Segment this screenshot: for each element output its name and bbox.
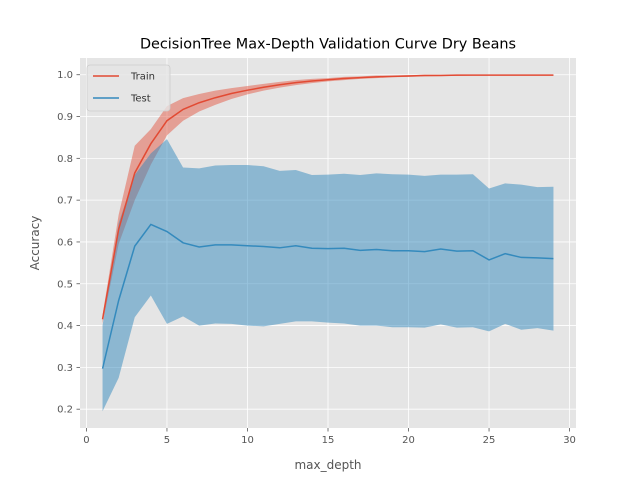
y-tick-label: 0.5 [57,279,73,290]
x-tick-label: 15 [322,435,335,446]
confidence-bands [102,74,554,412]
x-axis-ticks: 0 5 10 15 20 25 30 [83,428,576,446]
y-tick-label: 0.9 [57,112,73,123]
legend-label-test: Test [130,94,151,105]
y-tick-label: 0.8 [57,154,73,165]
line-train [101,74,554,320]
x-tick-label: 30 [563,435,576,446]
y-tick-label: 1.0 [57,70,73,81]
x-tick-label: 0 [83,435,89,446]
y-tick-label: 0.4 [57,321,73,332]
y-axis-ticks: 0.2 0.3 0.4 0.5 0.6 0.7 0.8 0.9 1.0 [57,70,80,416]
x-tick-label: 10 [241,435,254,446]
legend-label-train: Train [130,72,155,83]
line-test [101,223,554,369]
x-axis-label: max_depth [294,458,361,472]
series-lines [101,74,554,369]
legend: Train Test [86,64,171,112]
x-tick-label: 20 [402,435,415,446]
x-tick-label: 25 [483,435,496,446]
y-axis-label: Accuracy [28,216,42,271]
y-tick-label: 0.6 [57,237,73,248]
legend-box [86,64,171,112]
chart-title: DecisionTree Max-Depth Validation Curve … [140,37,516,53]
y-tick-label: 0.7 [57,196,73,207]
y-tick-label: 0.3 [57,363,73,374]
x-tick-label: 5 [164,435,170,446]
band-test [102,139,554,412]
y-tick-label: 0.2 [57,405,73,416]
